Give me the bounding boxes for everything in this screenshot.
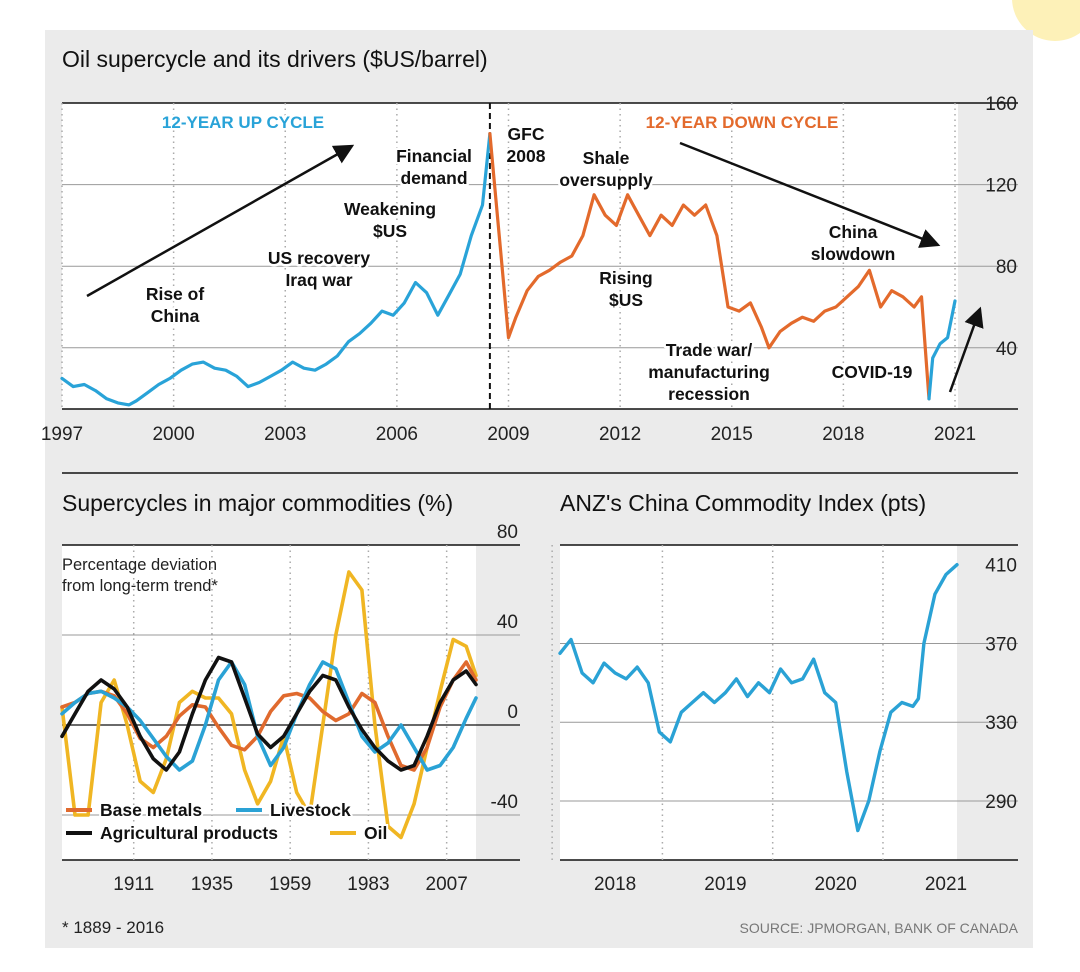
anz-tick-labels: 2018 2019 2020 2021 410 370 330 290: [594, 556, 1017, 895]
oil-x-tick-1997: 1997: [41, 424, 83, 445]
oil-y-tick-40: 40: [996, 339, 1017, 360]
anz-y-tick-410: 410: [985, 556, 1017, 577]
oil-x-tick-2012: 2012: [599, 424, 641, 445]
oil-price-line-down-cycle: [488, 132, 931, 401]
annotation-china-slowdown-line1: China: [829, 222, 878, 242]
anz-x-tick-2020: 2020: [815, 874, 857, 895]
anz-chart-title: ANZ's China Commodity Index (pts): [560, 490, 926, 516]
anz-index-series-line: [558, 563, 959, 833]
commodities-legend: Base metals Livestock Agricultural product…: [66, 798, 389, 845]
annotation-financial-demand-line1: Financial: [396, 146, 472, 166]
oil-gridlines: [62, 102, 1018, 410]
anz-plot-area: [560, 545, 957, 860]
annotation-weakening-us-line2: $US: [373, 221, 407, 241]
up-cycle-arrow: [86, 144, 355, 298]
anz-index-line: [558, 563, 959, 833]
oil-x-tick-2009: 2009: [487, 424, 529, 445]
annotation-covid-19: COVID-19: [832, 362, 913, 382]
oil-price-line-recovery: [927, 299, 957, 401]
anz-x-tick-2018: 2018: [594, 874, 636, 895]
commodities-chart-title: Supercycles in major commodities (%): [62, 490, 453, 516]
annotation-trade-war-manufacturing-recession-line2: manufacturing: [648, 362, 770, 382]
commodities-plot-area: [62, 545, 476, 860]
commodities-x-tick-1911: 1911: [113, 874, 154, 895]
annotation-gfc-2008-line2: 2008: [507, 146, 546, 166]
legend-label-livestock: Livestock: [270, 800, 351, 820]
oil-x-tick-2000: 2000: [152, 424, 194, 445]
commodities-series-lines: [60, 570, 478, 840]
anz-index-chart: 2018 2019 2020 2021 410 370 330 290: [551, 544, 1018, 895]
series-line-livestock: [60, 660, 478, 772]
annotation-financial-demand-line2: demand: [400, 168, 467, 188]
down-cycle-arrow: [679, 141, 941, 248]
source-note: SOURCE: JPMORGAN, BANK OF CANADA: [740, 920, 1019, 936]
annotation-weakening-us-line1: Weakening: [344, 199, 436, 219]
recovery-arrow: [948, 306, 984, 393]
footnote: * 1889 - 2016: [62, 918, 164, 937]
annotation-12-year-down-cycle: 12-YEAR DOWN CYCLE: [646, 113, 839, 132]
oil-y-tick-80: 80: [996, 257, 1017, 278]
oil-plot-area: [62, 103, 958, 409]
oil-x-tick-2015: 2015: [711, 424, 753, 445]
commodities-x-tick-1983: 1983: [347, 874, 389, 895]
annotation-us-recovery-iraq-war-line1: US recovery: [268, 248, 370, 268]
annotation-trade-war-manufacturing-recession-line3: recession: [668, 384, 750, 404]
commodities-x-tick-2007: 2007: [426, 874, 468, 895]
commodities-subtitle-line1: Percentage deviation: [62, 556, 217, 574]
annotation-rise-of-china-line1: Rise of: [146, 284, 205, 304]
annotation-china-slowdown-line2: slowdown: [811, 244, 896, 264]
commodities-x-tick-1959: 1959: [269, 874, 311, 895]
annotation-shale-oversupply-line2: oversupply: [559, 170, 653, 190]
anz-x-tick-2019: 2019: [704, 874, 746, 895]
commodities-x-tick-1935: 1935: [191, 874, 233, 895]
series-line-agricultural-products: [60, 655, 478, 772]
oil-vertical-gridlines: [61, 103, 956, 409]
commodity-supercycles-chart: 1911 1935 1959 1983 2007 80 40 0 -40 Percentage …: [60, 522, 520, 895]
annotation-rising-us-line1: Rising: [599, 268, 652, 288]
oil-y-tick-120: 120: [985, 176, 1017, 197]
annotation-us-recovery-iraq-war-line2: Iraq war: [285, 270, 352, 290]
anz-y-tick-330: 330: [985, 713, 1017, 734]
annotation-shale-oversupply-line1: Shale: [583, 148, 630, 168]
oil-price-lines: [60, 103, 957, 409]
legend-label-oil: Oil: [364, 823, 387, 843]
legend-label-base-metals: Base metals: [100, 800, 202, 820]
commodities-y-tick-0: 0: [507, 702, 518, 723]
anz-y-tick-290: 290: [985, 792, 1017, 813]
oil-annotations: 12-YEAR UP CYCLE 12-YEAR DOWN CYCLE Rise o…: [86, 111, 984, 407]
anz-gridlines: [551, 544, 1018, 861]
oil-x-tick-2006: 2006: [376, 424, 418, 445]
oil-x-tick-2021: 2021: [934, 424, 976, 445]
anz-x-tick-2021: 2021: [925, 874, 967, 895]
oil-price-line-up-cycle: [60, 132, 492, 407]
commodities-subtitle-line2: from long-term trend*: [62, 577, 218, 595]
oil-supercycle-chart: 1997 2000 2003 2006 2009 2012 2015 2018 20211601…: [41, 94, 1018, 445]
oil-chart-title: Oil supercycle and its drivers ($US/barr…: [62, 46, 488, 72]
oil-x-tick-2003: 2003: [264, 424, 306, 445]
commodities-y-tick--40: -40: [491, 792, 518, 813]
annotation-rise-of-china-line2: China: [151, 306, 200, 326]
oil-tick-labels: 1997 2000 2003 2006 2009 2012 2015 2018 20211601…: [41, 94, 1017, 445]
commodities-y-tick-80: 80: [497, 522, 518, 543]
commodities-y-tick-40: 40: [497, 612, 518, 633]
annotation-gfc-2008-line1: GFC: [508, 124, 545, 144]
annotation-12-year-up-cycle: 12-YEAR UP CYCLE: [162, 113, 324, 132]
oil-y-tick-160: 160: [985, 94, 1017, 115]
anz-y-tick-370: 370: [985, 634, 1017, 655]
series-line-oil: [60, 570, 478, 840]
oil-x-tick-2018: 2018: [822, 424, 864, 445]
annotation-rising-us-line2: $US: [609, 290, 643, 310]
legend-label-agricultural-products: Agricultural products: [100, 823, 278, 843]
commodities-tick-labels: 1911 1935 1959 1983 2007 80 40 0 -40: [113, 522, 518, 895]
annotation-trade-war-manufacturing-recession-line1: Trade war/: [666, 340, 753, 360]
